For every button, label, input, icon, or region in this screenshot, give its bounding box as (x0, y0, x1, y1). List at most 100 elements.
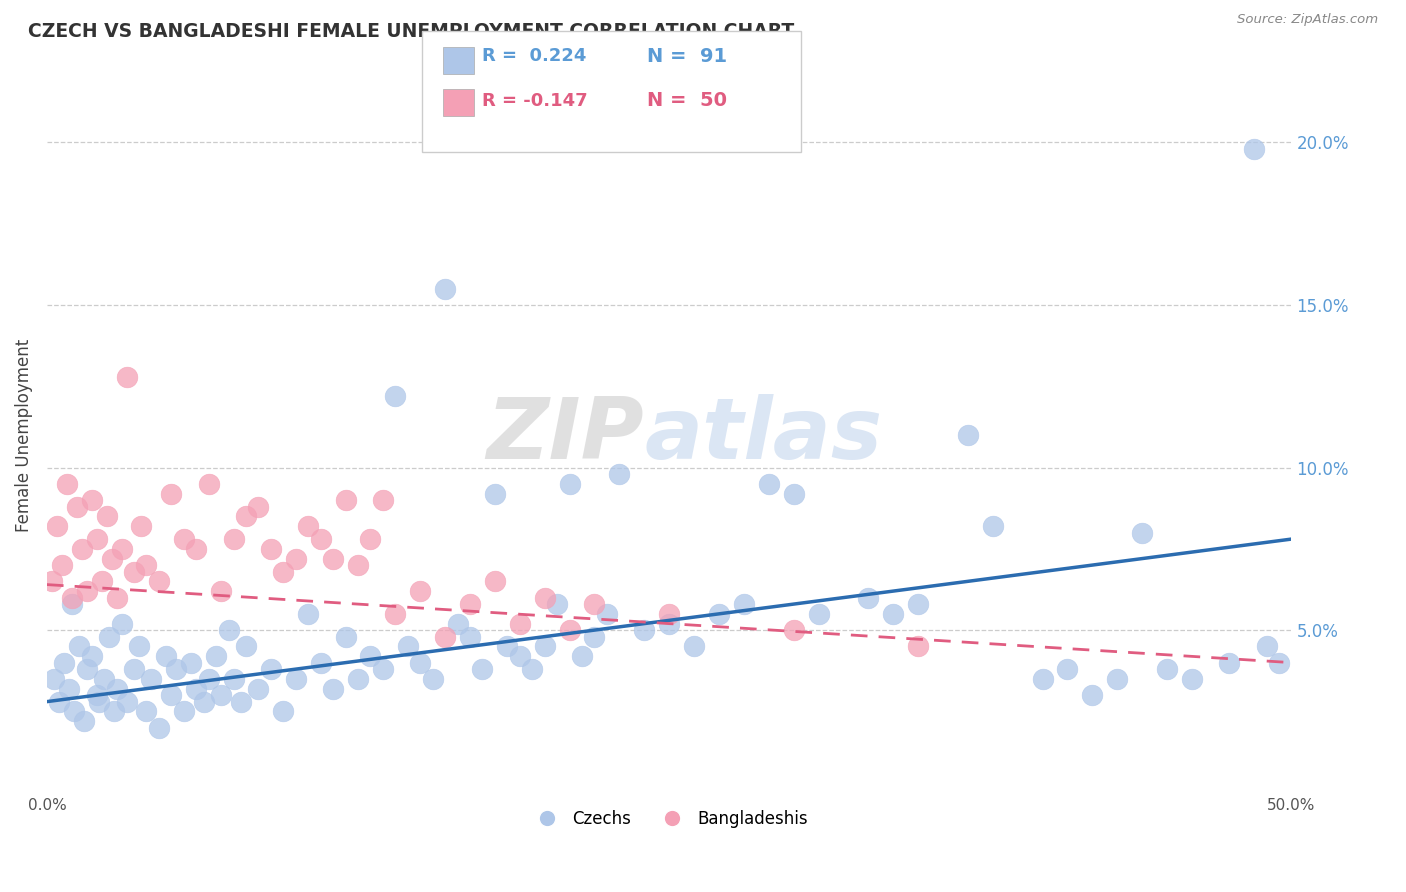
Point (67, 640, 90, 654)
Point (235, 509, 257, 524)
Point (1181, 672, 1204, 686)
Point (60, 597, 83, 611)
Point (273, 705, 295, 719)
Point (558, 476, 581, 491)
Point (105, 681, 128, 696)
Point (807, 607, 830, 621)
Point (409, 656, 432, 670)
Point (907, 597, 929, 611)
Text: N =  50: N = 50 (647, 91, 727, 111)
Point (509, 649, 531, 664)
Point (115, 369, 138, 384)
Point (422, 672, 444, 686)
Point (496, 640, 519, 654)
Point (284, 551, 307, 566)
Text: R = -0.147: R = -0.147 (482, 92, 588, 110)
Point (309, 532, 332, 546)
Point (186, 681, 208, 696)
Point (90, 574, 112, 589)
Point (122, 662, 145, 676)
Point (86, 688, 108, 702)
Point (260, 541, 283, 556)
Point (1243, 142, 1265, 156)
Point (222, 532, 245, 546)
Point (110, 541, 132, 556)
Point (683, 640, 706, 654)
Point (86, 532, 108, 546)
Point (858, 591, 880, 605)
Point (596, 607, 619, 621)
Point (235, 640, 257, 654)
Point (322, 551, 344, 566)
Point (359, 532, 381, 546)
Point (658, 607, 681, 621)
Point (56, 476, 79, 491)
Point (80, 649, 103, 664)
Text: ZIP: ZIP (486, 393, 644, 476)
Point (110, 616, 132, 631)
Point (165, 662, 187, 676)
Point (186, 541, 208, 556)
Point (63, 705, 86, 719)
Point (782, 623, 804, 637)
Point (371, 493, 394, 508)
Point (247, 500, 270, 514)
Point (89, 695, 111, 709)
Point (509, 616, 531, 631)
Point (371, 662, 394, 676)
Text: R =  0.224: R = 0.224 (482, 47, 586, 65)
Point (48, 695, 70, 709)
Point (297, 607, 319, 621)
Point (434, 282, 457, 296)
Point (1256, 640, 1278, 654)
Point (758, 476, 780, 491)
Point (484, 486, 506, 500)
Point (45, 519, 67, 533)
Point (53, 656, 76, 670)
Point (173, 532, 195, 546)
Point (882, 607, 904, 621)
Point (471, 662, 494, 676)
Point (359, 649, 381, 664)
Point (73, 714, 96, 728)
Legend: Czechs, Bangladeshis: Czechs, Bangladeshis (523, 803, 814, 834)
Point (141, 672, 163, 686)
Point (347, 558, 370, 573)
Point (297, 519, 319, 533)
Point (309, 656, 332, 670)
Point (173, 705, 195, 719)
Point (209, 584, 232, 599)
Point (66, 500, 89, 514)
Point (956, 428, 979, 442)
Point (260, 662, 283, 676)
Text: N =  91: N = 91 (647, 46, 727, 66)
Point (1031, 672, 1053, 686)
Point (193, 695, 215, 709)
Point (209, 688, 232, 702)
Point (1218, 656, 1240, 670)
Point (218, 623, 240, 637)
Point (546, 597, 568, 611)
Point (98, 630, 121, 644)
Point (484, 574, 506, 589)
Point (533, 640, 555, 654)
Point (446, 616, 468, 631)
Point (1081, 688, 1104, 702)
Point (981, 519, 1004, 533)
Point (335, 493, 357, 508)
Point (148, 721, 170, 735)
Point (155, 649, 177, 664)
Point (135, 705, 157, 719)
Point (782, 486, 804, 500)
Point (44, 672, 66, 686)
Text: CZECH VS BANGLADESHI FEMALE UNEMPLOYMENT CORRELATION CHART: CZECH VS BANGLADESHI FEMALE UNEMPLOYMENT… (28, 22, 794, 41)
Point (1156, 662, 1178, 676)
Point (1056, 662, 1078, 676)
Point (160, 486, 183, 500)
Point (51, 558, 73, 573)
Point (384, 389, 406, 403)
Point (135, 558, 157, 573)
Point (76, 584, 98, 599)
Point (148, 574, 170, 589)
Point (633, 623, 655, 637)
